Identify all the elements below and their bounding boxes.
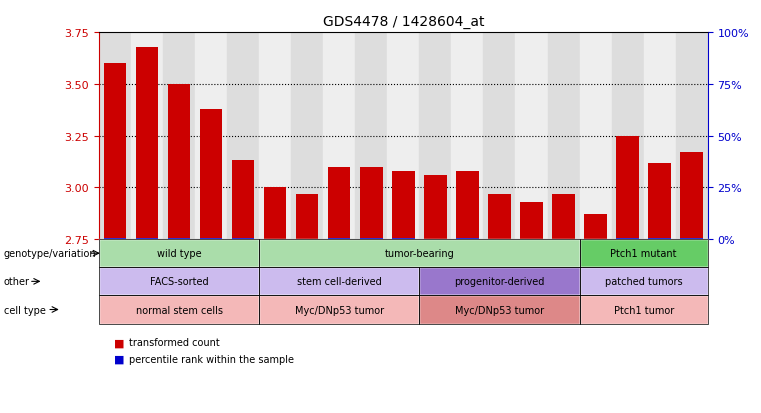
Text: percentile rank within the sample: percentile rank within the sample: [129, 354, 295, 364]
Bar: [456, 171, 479, 240]
Bar: [135, 47, 158, 240]
Text: other: other: [4, 277, 30, 287]
Bar: [360, 167, 383, 240]
Bar: [103, 64, 126, 240]
Bar: [200, 239, 222, 240]
Title: GDS4478 / 1428604_at: GDS4478 / 1428604_at: [323, 15, 484, 29]
Bar: [103, 238, 126, 240]
Text: tumor-bearing: tumor-bearing: [384, 249, 454, 259]
Bar: [135, 238, 158, 240]
Text: Myc/DNp53 tumor: Myc/DNp53 tumor: [295, 305, 384, 315]
Text: Ptch1 tumor: Ptch1 tumor: [613, 305, 673, 315]
Bar: [296, 194, 318, 240]
Bar: [584, 215, 607, 240]
Bar: [195, 33, 227, 240]
Bar: [168, 238, 190, 240]
Bar: [419, 33, 451, 240]
Bar: [648, 239, 671, 240]
Bar: [451, 33, 483, 240]
Bar: [489, 194, 511, 240]
Bar: [291, 33, 323, 240]
Text: progenitor-derived: progenitor-derived: [454, 277, 545, 287]
Bar: [580, 33, 612, 240]
Bar: [680, 239, 703, 240]
Bar: [616, 239, 638, 240]
Text: transformed count: transformed count: [129, 337, 220, 347]
Bar: [612, 33, 644, 240]
Bar: [648, 163, 671, 240]
Bar: [676, 33, 708, 240]
Text: ■: ■: [114, 354, 125, 364]
Text: Ptch1 mutant: Ptch1 mutant: [610, 249, 677, 259]
Bar: [456, 239, 479, 240]
Text: FACS-sorted: FACS-sorted: [150, 277, 209, 287]
Bar: [163, 33, 195, 240]
Bar: [168, 85, 190, 240]
Bar: [552, 239, 575, 240]
Bar: [424, 176, 447, 240]
Bar: [131, 33, 163, 240]
Bar: [264, 188, 286, 240]
Bar: [323, 33, 355, 240]
Bar: [232, 161, 254, 240]
Bar: [328, 239, 351, 240]
Bar: [328, 167, 351, 240]
Bar: [547, 33, 580, 240]
Bar: [200, 109, 222, 240]
Bar: [644, 33, 676, 240]
Text: ■: ■: [114, 337, 125, 347]
Text: genotype/variation: genotype/variation: [4, 249, 97, 259]
Text: Myc/DNp53 tumor: Myc/DNp53 tumor: [455, 305, 544, 315]
Text: patched tumors: patched tumors: [605, 277, 683, 287]
Text: cell type: cell type: [4, 305, 46, 315]
Bar: [515, 33, 547, 240]
Bar: [489, 239, 511, 240]
Bar: [355, 33, 387, 240]
Bar: [360, 239, 383, 240]
Bar: [392, 171, 415, 240]
Bar: [387, 33, 419, 240]
Text: normal stem cells: normal stem cells: [135, 305, 222, 315]
Bar: [680, 153, 703, 240]
Text: stem cell-derived: stem cell-derived: [297, 277, 381, 287]
Bar: [232, 239, 254, 240]
Bar: [616, 136, 638, 240]
Bar: [552, 194, 575, 240]
Bar: [392, 239, 415, 240]
Bar: [227, 33, 260, 240]
Bar: [99, 33, 131, 240]
Text: wild type: wild type: [157, 249, 202, 259]
Bar: [260, 33, 291, 240]
Bar: [483, 33, 515, 240]
Bar: [424, 239, 447, 240]
Bar: [521, 202, 543, 240]
